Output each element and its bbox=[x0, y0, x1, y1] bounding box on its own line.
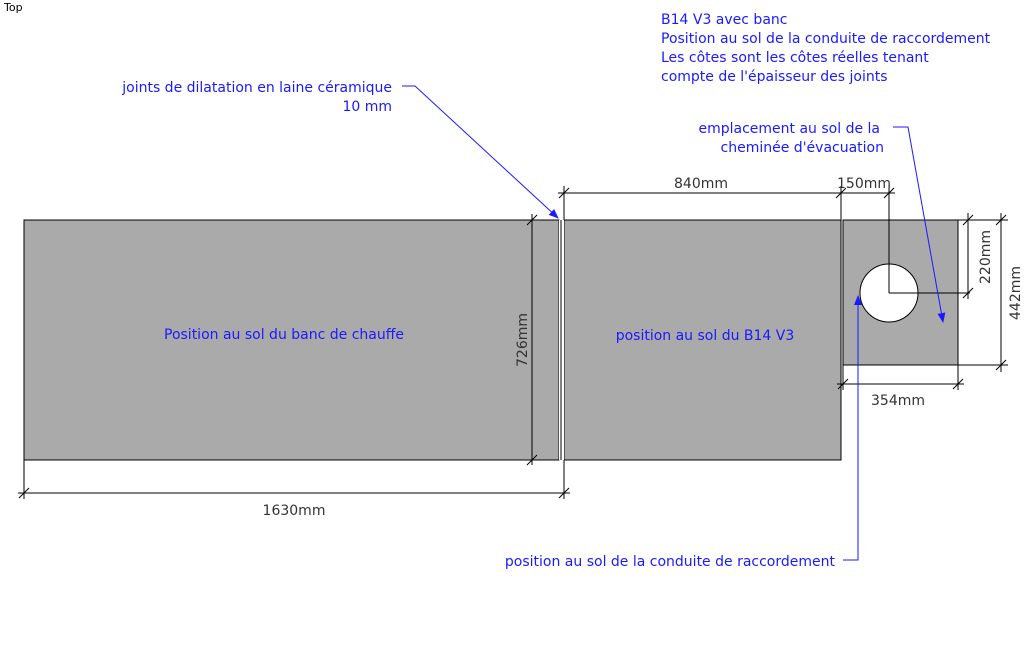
notes-title: B14 V3 avec banc bbox=[661, 12, 787, 28]
callout-conduit-label: position au sol de la conduite de raccor… bbox=[505, 554, 836, 570]
dim-442: 442mm bbox=[958, 213, 1024, 372]
dim-220: 220mm bbox=[958, 213, 994, 299]
bench-block bbox=[23, 219, 560, 461]
dim-1630-label: 1630mm bbox=[263, 503, 326, 519]
bench-label: Position au sol du banc de chauffe bbox=[164, 327, 404, 343]
dim-150-label: 150mm bbox=[837, 176, 891, 192]
stove-label: position au sol du B14 V3 bbox=[616, 328, 795, 344]
dim-354: 354mm bbox=[837, 365, 964, 409]
view-label: Top bbox=[3, 1, 23, 14]
dim-726-label: 726mm bbox=[515, 313, 531, 367]
notes-block: B14 V3 avec banc Position au sol de la c… bbox=[661, 12, 991, 85]
dim-150: 150mm bbox=[835, 176, 895, 293]
callout-chimney-line-2: cheminée d'évacuation bbox=[721, 140, 884, 156]
notes-line-4: compte de l'épaisseur des joints bbox=[661, 69, 888, 85]
notes-line-2: Position au sol de la conduite de raccor… bbox=[661, 31, 991, 47]
callout-chimney-arrow bbox=[893, 126, 946, 323]
dim-442-label: 442mm bbox=[1008, 266, 1024, 320]
dim-726: 726mm bbox=[515, 214, 538, 466]
callout-joints-arrow bbox=[402, 85, 559, 219]
callout-conduit: position au sol de la conduite de raccor… bbox=[505, 295, 862, 570]
callout-joints: joints de dilatation en laine céramique … bbox=[121, 80, 559, 219]
stove-block bbox=[563, 219, 842, 461]
callout-chimney-line-1: emplacement au sol de la bbox=[698, 121, 880, 137]
callout-joints-line-1: joints de dilatation en laine céramique bbox=[121, 80, 392, 96]
dim-220-label: 220mm bbox=[978, 230, 994, 284]
callout-chimney: emplacement au sol de la cheminée d'évac… bbox=[698, 121, 946, 323]
dim-354-label: 354mm bbox=[871, 393, 925, 409]
callout-conduit-arrow bbox=[843, 295, 862, 561]
callout-joints-line-2: 10 mm bbox=[342, 99, 392, 115]
notes-line-3: Les côtes sont les côtes réelles tenant bbox=[661, 50, 929, 66]
dim-840: 840mm bbox=[558, 176, 847, 220]
dim-1630: 1630mm bbox=[18, 460, 570, 519]
dim-840-label: 840mm bbox=[674, 176, 728, 192]
